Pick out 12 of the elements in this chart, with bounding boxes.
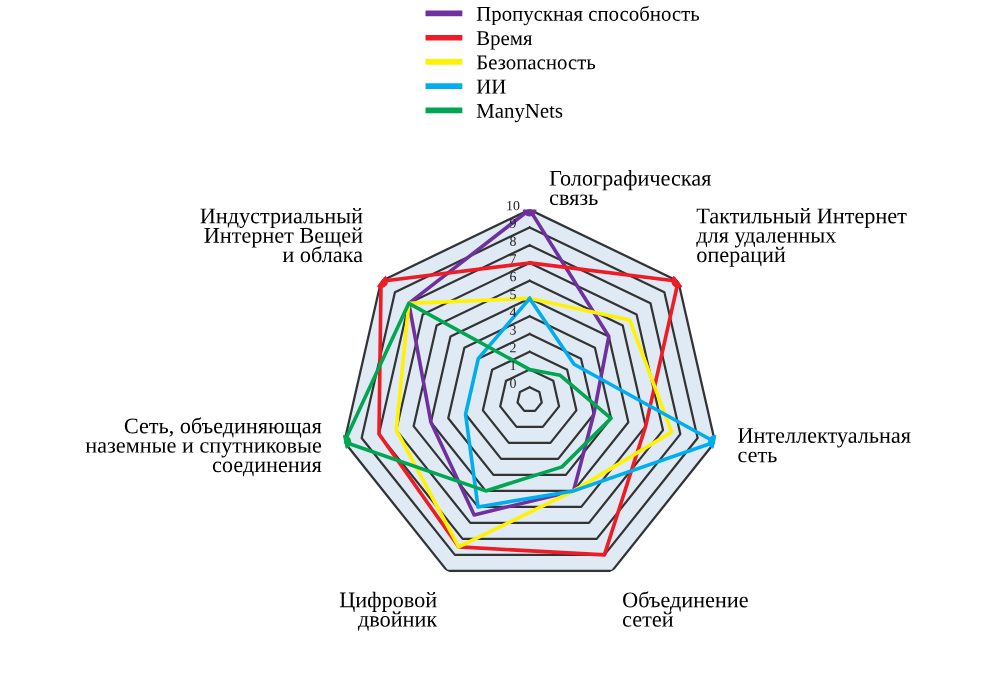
spoke-label: Объединение сетей xyxy=(622,591,748,627)
legend-label: ИИ xyxy=(476,79,506,94)
legend-label: Безопасность xyxy=(476,55,596,70)
spoke-label: Голографическая связь xyxy=(549,170,711,206)
spoke-label: Цифровой двойник xyxy=(339,591,438,631)
spoke-label: Интеллектуальная сеть xyxy=(738,428,911,463)
legend-label: Время xyxy=(476,31,533,50)
legend-label: Пропускная способность xyxy=(476,5,700,26)
spoke-label: Индустриальный Интернет Вещей и облака xyxy=(200,208,363,263)
legend-label: ManyNets xyxy=(476,104,563,123)
spoke-label: Сеть, объединяющая наземные и спутниковые соединения xyxy=(85,417,322,477)
spoke-label: Тактильный Интернет для удаленных операций xyxy=(696,208,907,267)
